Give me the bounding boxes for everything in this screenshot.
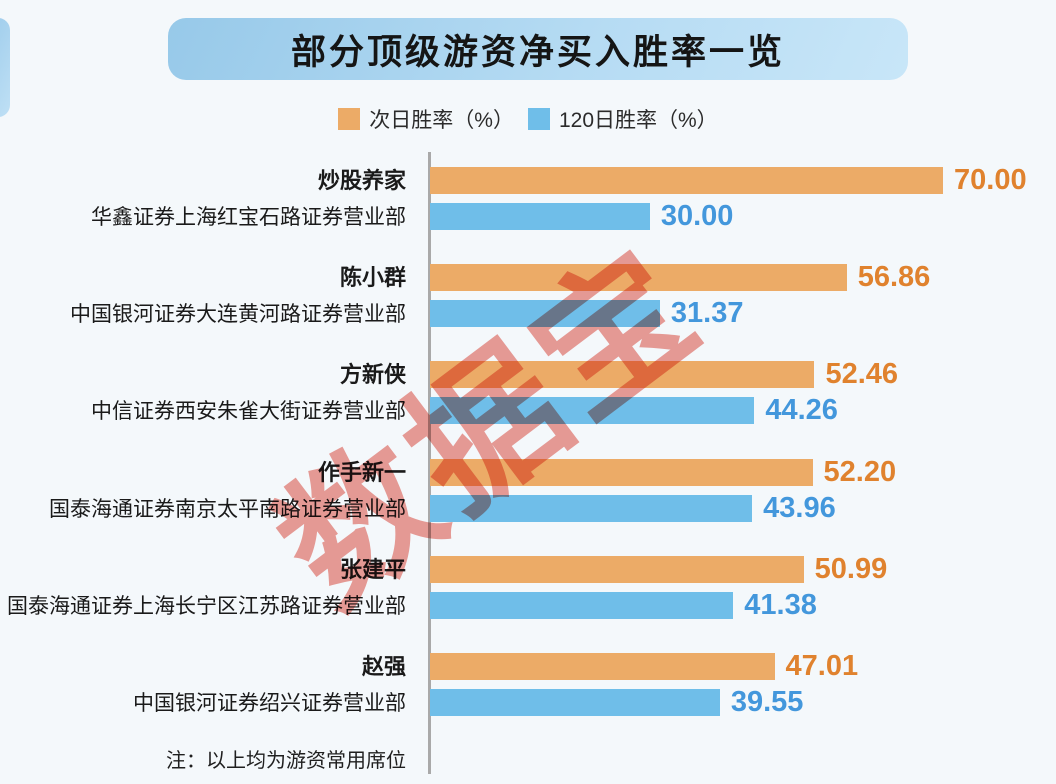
trader-name: 张建平 — [339, 557, 406, 582]
category-labels: 方新侠 中信证券西安朱雀大街证券营业部 — [0, 361, 418, 424]
next-day-bar-line: 52.20 — [430, 456, 897, 488]
table-row: 方新侠 中信证券西安朱雀大街证券营业部 52.46 44.26 — [0, 360, 1056, 425]
next-day-bar-line: 70.00 — [430, 164, 1027, 196]
trader-name: 陈小群 — [339, 265, 406, 290]
trader-name: 赵强 — [361, 654, 406, 679]
left-edge-decoration — [0, 18, 10, 117]
chart-legend: 次日胜率（%） 120日胜率（%） — [0, 104, 1056, 134]
day120-bar-line: 39.55 — [430, 686, 858, 718]
table-row: 张建平 国泰海通证券上海长宁区江苏路证券营业部 50.99 41.38 — [0, 555, 1056, 620]
trader-branch: 国泰海通证券上海长宁区江苏路证券营业部 — [7, 595, 406, 618]
day120-value: 44.26 — [765, 394, 838, 426]
day120-bar-line: 31.37 — [430, 297, 930, 329]
page-title: 部分顶级游资净买入胜率一览 — [290, 32, 785, 72]
category-labels: 陈小群 中国银河证券大连黄河路证券营业部 — [0, 264, 418, 327]
bar-group: 50.99 41.38 — [430, 553, 888, 628]
trader-name: 作手新一 — [317, 460, 406, 485]
y-axis-line — [428, 152, 431, 774]
trader-branch: 中国银河证券大连黄河路证券营业部 — [70, 303, 406, 326]
footnote: 注：以上均为游资常用席位 — [166, 750, 406, 772]
table-row: 炒股养家 华鑫证券上海红宝石路证券营业部 70.00 30.00 — [0, 166, 1056, 231]
bar-group: 52.20 43.96 — [430, 456, 897, 531]
legend-label: 120日胜率（%） — [558, 109, 718, 132]
day120-bar — [430, 495, 753, 522]
day120-value: 31.37 — [670, 297, 744, 329]
bar-group: 70.00 30.00 — [430, 164, 1027, 239]
legend-swatch-blue-icon — [527, 108, 550, 130]
next-day-value: 56.86 — [857, 261, 931, 293]
trader-name: 方新侠 — [339, 362, 406, 387]
next-day-bar — [430, 167, 943, 194]
next-day-value: 70.00 — [954, 164, 1027, 196]
day120-value: 43.96 — [763, 492, 836, 524]
next-day-value: 47.01 — [785, 650, 859, 682]
trader-branch: 国泰海通证券南京太平南路证券营业部 — [49, 498, 406, 521]
table-row: 作手新一 国泰海通证券南京太平南路证券营业部 52.20 43.96 — [0, 458, 1056, 523]
trader-branch: 中国银河证券绍兴证券营业部 — [133, 692, 406, 715]
next-day-bar — [430, 459, 813, 486]
next-day-bar-line: 50.99 — [430, 553, 888, 585]
next-day-bar-line: 47.01 — [430, 650, 859, 682]
bar-group: 47.01 39.55 — [430, 650, 859, 725]
next-day-value: 52.20 — [823, 456, 897, 488]
day120-value: 39.55 — [730, 686, 804, 718]
category-labels: 张建平 国泰海通证券上海长宁区江苏路证券营业部 — [0, 556, 418, 619]
day120-bar — [430, 592, 734, 619]
next-day-bar-line: 52.46 — [430, 358, 899, 390]
next-day-bar — [430, 361, 815, 388]
day120-bar — [430, 203, 650, 230]
day120-value: 30.00 — [660, 200, 734, 232]
table-row: 陈小群 中国银河证券大连黄河路证券营业部 56.86 31.37 — [0, 263, 1056, 328]
trader-name: 炒股养家 — [317, 168, 406, 193]
legend-item-120-day: 120日胜率（%） — [527, 104, 718, 134]
next-day-value: 52.46 — [825, 358, 899, 390]
legend-item-next-day: 次日胜率（%） — [338, 104, 514, 134]
next-day-bar-line: 56.86 — [430, 261, 931, 293]
day120-bar-line: 44.26 — [430, 394, 898, 426]
day120-bar-line: 41.38 — [430, 589, 887, 621]
day120-bar — [430, 689, 720, 716]
day120-bar-line: 43.96 — [430, 492, 896, 524]
next-day-bar — [430, 264, 847, 291]
day120-bar — [430, 300, 660, 327]
category-labels: 赵强 中国银河证券绍兴证券营业部 — [0, 653, 418, 716]
category-labels: 作手新一 国泰海通证券南京太平南路证券营业部 — [0, 459, 418, 522]
bar-group: 56.86 31.37 — [430, 261, 931, 336]
trader-branch: 华鑫证券上海红宝石路证券营业部 — [91, 206, 406, 229]
day120-value: 41.38 — [744, 589, 817, 621]
day120-bar-line: 30.00 — [430, 200, 1027, 232]
bar-group: 52.46 44.26 — [430, 358, 899, 433]
legend-swatch-orange-icon — [338, 108, 361, 130]
next-day-bar — [430, 653, 775, 680]
category-labels: 炒股养家 华鑫证券上海红宝石路证券营业部 — [0, 167, 418, 230]
next-day-value: 50.99 — [814, 553, 888, 585]
next-day-bar — [430, 556, 804, 583]
trader-branch: 中信证券西安朱雀大街证券营业部 — [91, 400, 406, 423]
table-row: 赵强 中国银河证券绍兴证券营业部 47.01 39.55 — [0, 652, 1056, 717]
legend-label: 次日胜率（%） — [369, 109, 514, 132]
title-banner: 部分顶级游资净买入胜率一览 — [168, 18, 908, 80]
day120-bar — [430, 397, 755, 424]
